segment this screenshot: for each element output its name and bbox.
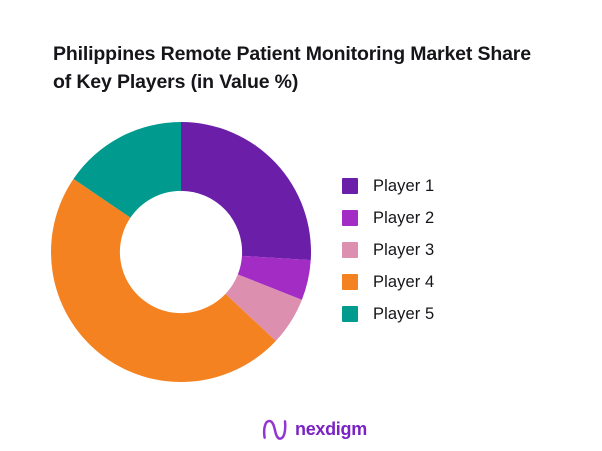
legend-swatch-player-5	[342, 306, 358, 322]
legend-item-player-3[interactable]: Player 3	[342, 234, 522, 266]
donut-slice-player-2[interactable]	[237, 255, 311, 300]
legend-label-player-4: Player 4	[373, 272, 435, 291]
legend-item-player-2[interactable]: Player 2	[342, 202, 522, 234]
donut-chart	[51, 122, 311, 382]
donut-slice-player-4[interactable]	[51, 178, 276, 382]
nexdigm-logo: nexdigm	[262, 416, 367, 442]
legend-swatch-player-4	[342, 274, 358, 290]
legend-swatch-player-1	[342, 178, 358, 194]
donut-slice-player-3[interactable]	[225, 274, 302, 341]
page-title: Philippines Remote Patient Monitoring Ma…	[53, 43, 531, 93]
legend-label-player-3: Player 3	[373, 240, 435, 259]
legend-swatch-player-3	[342, 242, 358, 258]
chart-legend: Player 1 Player 2 Player 3 Player 4 Play…	[342, 170, 522, 330]
legend-item-player-4[interactable]: Player 4	[342, 266, 522, 298]
donut-slice-player-1[interactable]	[181, 122, 311, 261]
donut-chart-svg	[51, 122, 311, 382]
nexdigm-n-mark-icon	[262, 419, 287, 440]
donut-slice-group	[51, 122, 311, 382]
donut-slice-player-5[interactable]	[73, 122, 181, 218]
legend-item-player-1[interactable]: Player 1	[342, 170, 522, 202]
legend-label-player-5: Player 5	[373, 304, 435, 323]
legend-label-player-1: Player 1	[373, 176, 435, 195]
nexdigm-wordmark: nexdigm	[295, 418, 367, 439]
legend-label-player-2: Player 2	[373, 208, 435, 227]
legend-item-player-5[interactable]: Player 5	[342, 298, 522, 330]
legend-swatch-player-2	[342, 210, 358, 226]
